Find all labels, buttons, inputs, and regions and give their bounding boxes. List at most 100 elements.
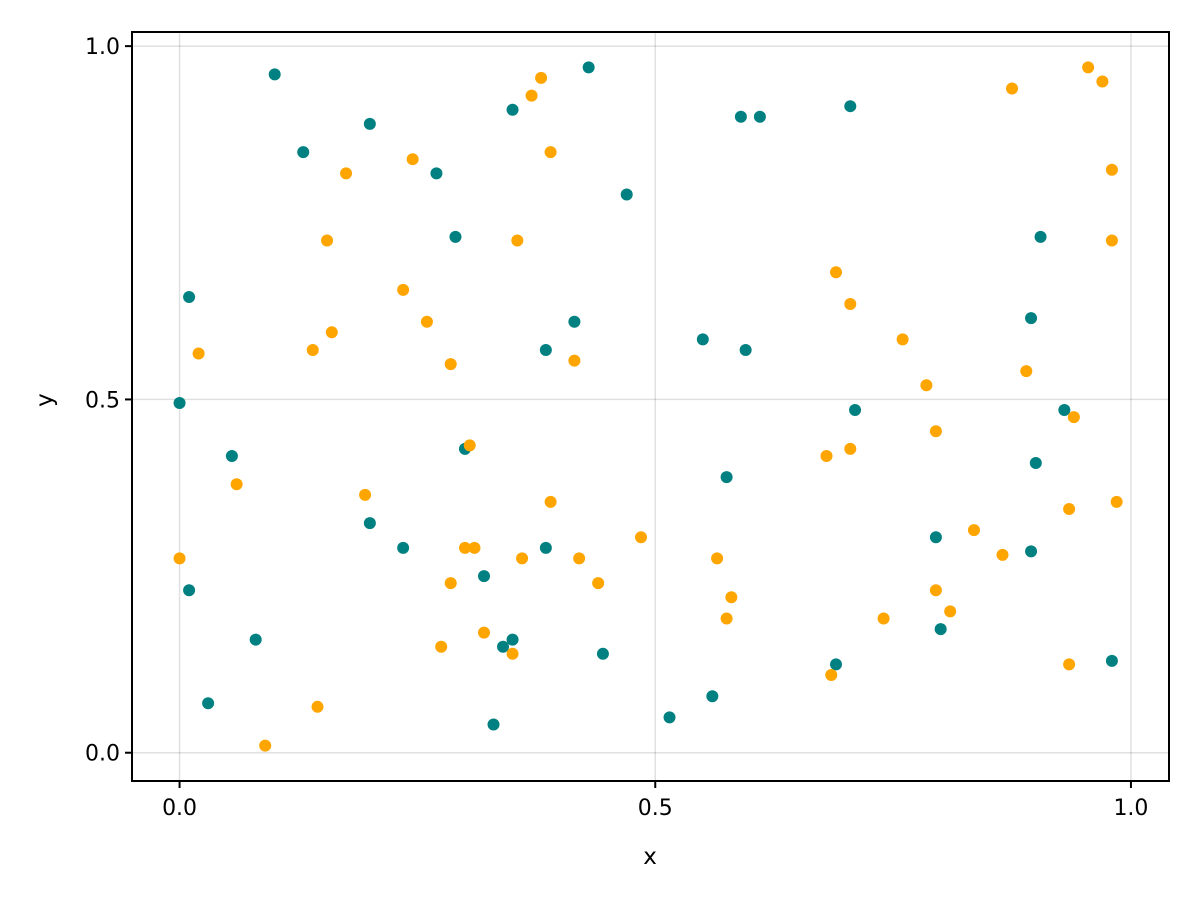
scatter-point xyxy=(830,658,843,671)
scatter-point xyxy=(539,541,552,554)
scatter-point xyxy=(1020,365,1033,378)
scatter-point xyxy=(1105,163,1118,176)
scatter-point xyxy=(592,577,605,590)
scatter-point xyxy=(325,326,338,339)
scatter-point xyxy=(844,100,857,113)
scatter-point xyxy=(1034,230,1047,243)
scatter-point xyxy=(497,640,510,653)
scatter-point xyxy=(225,449,238,462)
scatter-point xyxy=(506,633,519,646)
scatter-point xyxy=(511,234,524,247)
scatter-point xyxy=(259,739,272,752)
scatter-point xyxy=(725,591,738,604)
scatter-point xyxy=(1105,234,1118,247)
scatter-point xyxy=(430,167,443,180)
scatter-point xyxy=(449,230,462,243)
scatter-point xyxy=(406,153,419,166)
scatter-point xyxy=(397,541,410,554)
scatter-point xyxy=(306,343,319,356)
scatter-point xyxy=(183,290,196,303)
scatter-point xyxy=(1105,654,1118,667)
scatter-point xyxy=(444,577,457,590)
x-tick-label: 1.0 xyxy=(1113,796,1148,821)
scatter-point xyxy=(1082,61,1095,74)
scatter-point xyxy=(478,570,491,583)
scatter-point xyxy=(516,552,529,565)
scatter-point xyxy=(844,442,857,455)
scatter-point xyxy=(535,71,548,84)
scatter-point xyxy=(711,552,724,565)
scatter-point xyxy=(844,298,857,311)
scatter-point xyxy=(363,117,376,130)
x-tick-label: 0.0 xyxy=(162,796,197,821)
data-points xyxy=(173,61,1123,752)
scatter-point xyxy=(478,626,491,639)
scatter-point xyxy=(568,354,581,367)
scatter-point xyxy=(582,61,595,74)
scatter-point xyxy=(1110,495,1123,508)
scatter-point xyxy=(1063,658,1076,671)
scatter-point xyxy=(929,584,942,597)
scatter-point xyxy=(849,404,862,417)
scatter-point xyxy=(920,379,933,392)
x-tick-label: 0.5 xyxy=(638,796,673,821)
scatter-point xyxy=(468,541,481,554)
scatter-point xyxy=(877,612,890,625)
scatter-point xyxy=(297,146,310,159)
scatter-point xyxy=(573,552,586,565)
scatter-point xyxy=(463,439,476,452)
scatter-point xyxy=(458,541,471,554)
scatter-point xyxy=(720,471,733,484)
scatter-point xyxy=(568,315,581,328)
scatter-point xyxy=(967,524,980,537)
scatter-point xyxy=(929,531,942,544)
grid-lines xyxy=(132,32,1169,781)
scatter-point xyxy=(934,623,947,636)
scatter-point xyxy=(1025,545,1038,558)
scatter-point xyxy=(929,425,942,438)
scatter-point xyxy=(487,718,500,731)
scatter-point xyxy=(830,266,843,279)
y-tick-label: 0.5 xyxy=(85,388,120,413)
scatter-point xyxy=(506,103,519,116)
scatter-point xyxy=(753,110,766,123)
scatter-point xyxy=(944,605,957,618)
y-axis-label: y xyxy=(32,393,58,407)
scatter-point xyxy=(539,343,552,356)
scatter-point xyxy=(444,358,457,371)
scatter-point xyxy=(739,343,752,356)
scatter-point xyxy=(249,633,262,646)
scatter-point xyxy=(696,333,709,346)
y-tick-label: 1.0 xyxy=(85,35,120,60)
scatter-point xyxy=(183,584,196,597)
scatter-point xyxy=(1029,457,1042,470)
scatter-point xyxy=(397,283,410,296)
scatter-point xyxy=(634,531,647,544)
scatter-point xyxy=(311,700,324,713)
scatter-point xyxy=(268,68,281,81)
scatter-point xyxy=(363,517,376,530)
scatter-point xyxy=(825,669,838,682)
scatter-point xyxy=(706,690,719,703)
scatter-point xyxy=(996,548,1009,561)
scatter-point xyxy=(420,315,433,328)
scatter-point xyxy=(720,612,733,625)
scatter-point xyxy=(544,146,557,159)
scatter-point xyxy=(506,647,519,660)
scatter-point xyxy=(1096,75,1109,88)
y-tick-label: 0.0 xyxy=(85,742,120,767)
plot-frame xyxy=(131,31,1170,782)
scatter-point xyxy=(435,640,448,653)
x-axis-label: x xyxy=(643,844,657,870)
scatter-point xyxy=(173,552,186,565)
scatter-point xyxy=(1025,312,1038,325)
scatter-point xyxy=(596,647,609,660)
scatter-point xyxy=(359,488,372,501)
scatter-point xyxy=(230,478,243,491)
scatter-point xyxy=(192,347,205,360)
scatter-point xyxy=(620,188,633,201)
scatter-point xyxy=(173,396,186,409)
scatter-point xyxy=(525,89,538,102)
scatter-point xyxy=(734,110,747,123)
